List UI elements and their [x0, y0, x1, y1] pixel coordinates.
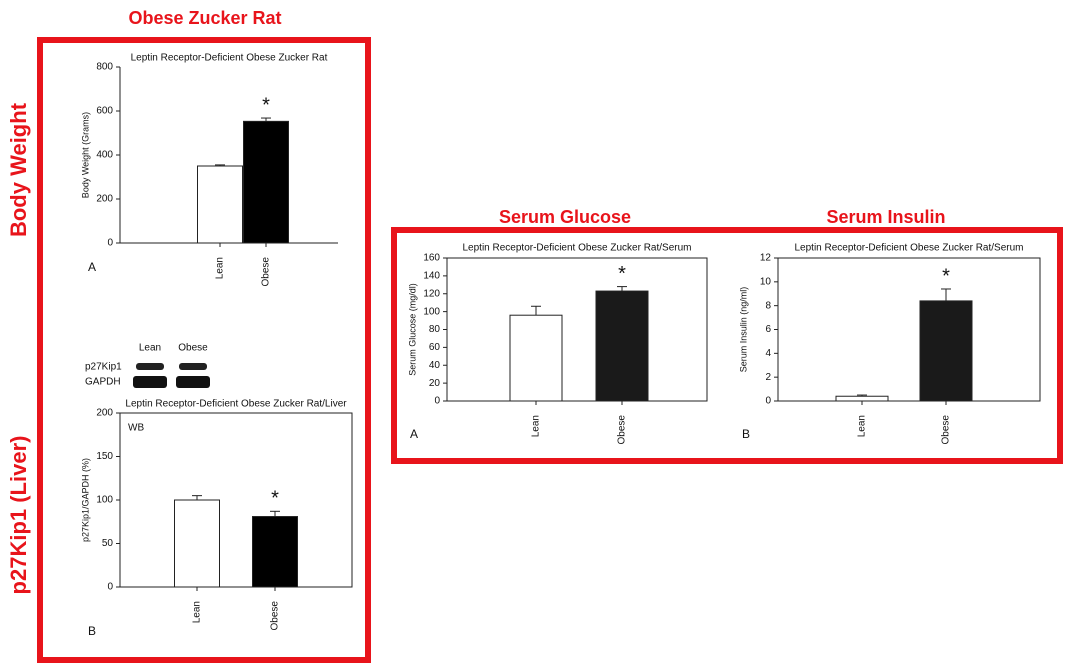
- y-axis-label: Body Weight (Grams): [80, 112, 90, 198]
- significance-mark: *: [942, 265, 950, 287]
- y-tick-label: 0: [765, 396, 771, 407]
- significance-mark: *: [262, 94, 270, 116]
- x-tick-label: Obese: [617, 415, 628, 445]
- panel-label: A: [88, 260, 96, 274]
- bar: [920, 301, 972, 401]
- y-axis-label: Serum Insulin (ng/ml): [738, 287, 748, 373]
- y-tick-label: 200: [96, 194, 113, 205]
- heading: p27Kip1 (Liver): [6, 436, 31, 595]
- y-tick-label: 8: [765, 300, 771, 311]
- y-tick-label: 100: [423, 306, 440, 317]
- x-tick-label: Obese: [270, 601, 281, 631]
- significance-mark: *: [618, 263, 626, 285]
- figure: Obese Zucker Rat Body Weight p27Kip1 (Li…: [0, 0, 1066, 663]
- y-tick-label: 800: [96, 62, 113, 73]
- x-tick-label: Obese: [261, 257, 272, 287]
- y-tick-label: 20: [429, 378, 441, 389]
- y-tick-label: 0: [107, 238, 113, 249]
- x-tick-label: Obese: [941, 415, 952, 445]
- y-tick-label: 80: [429, 324, 441, 335]
- y-tick-label: 2: [765, 372, 771, 383]
- x-tick-label: Lean: [857, 415, 868, 437]
- inset-label: WB: [128, 423, 144, 434]
- plot-frame: [778, 258, 1040, 401]
- blot-lane: Obese: [178, 343, 208, 354]
- blot-band: [136, 363, 164, 370]
- x-tick-label: Lean: [192, 601, 203, 623]
- heading: Body Weight: [6, 102, 31, 237]
- chart-title: Leptin Receptor-Deficient Obese Zucker R…: [463, 243, 692, 254]
- significance-mark: *: [271, 488, 279, 510]
- blot-band: [133, 376, 167, 388]
- y-tick-label: 4: [765, 348, 771, 359]
- y-tick-label: 600: [96, 106, 113, 117]
- y-tick-label: 50: [102, 538, 114, 549]
- heading: Serum Insulin: [826, 207, 945, 227]
- y-tick-label: 160: [423, 253, 440, 264]
- panel-label: B: [742, 427, 750, 441]
- y-tick-label: 140: [423, 271, 440, 282]
- y-axis-label: p27Kip1/GAPDH (%): [80, 458, 90, 542]
- plot-frame: [120, 413, 352, 587]
- bar: [836, 396, 888, 401]
- y-tick-label: 200: [96, 408, 113, 419]
- bar: [253, 517, 298, 587]
- western-blot: Lean Obese p27Kip1 GAPDH: [85, 343, 210, 388]
- bar: [175, 500, 220, 587]
- x-tick-label: Lean: [215, 257, 226, 279]
- bar: [244, 121, 289, 243]
- y-tick-label: 400: [96, 150, 113, 161]
- y-tick-label: 60: [429, 342, 441, 353]
- y-tick-label: 10: [760, 276, 772, 287]
- chart-title: Leptin Receptor-Deficient Obese Zucker R…: [125, 399, 347, 410]
- y-tick-label: 100: [96, 495, 113, 506]
- blot-row: p27Kip1: [85, 362, 122, 373]
- bar: [510, 315, 562, 401]
- y-tick-label: 0: [107, 582, 113, 593]
- plot-frame: [447, 258, 707, 401]
- panel-label: B: [88, 624, 96, 638]
- y-tick-label: 6: [765, 324, 771, 335]
- y-tick-label: 12: [760, 253, 772, 264]
- y-tick-label: 120: [423, 288, 440, 299]
- heading: Serum Glucose: [499, 207, 631, 227]
- chart-title: Leptin Receptor-Deficient Obese Zucker R…: [131, 53, 328, 64]
- y-tick-label: 150: [96, 451, 113, 462]
- chart-title: Leptin Receptor-Deficient Obese Zucker R…: [795, 243, 1024, 254]
- y-axis-label: Serum Glucose (mg/dl): [407, 283, 417, 376]
- blot-row: GAPDH: [85, 377, 121, 388]
- bar: [198, 166, 243, 243]
- x-tick-label: Lean: [531, 415, 542, 437]
- heading: Obese Zucker Rat: [128, 8, 281, 28]
- blot-band: [176, 376, 210, 388]
- blot-lane: Lean: [139, 343, 161, 354]
- bar: [596, 291, 648, 401]
- y-tick-label: 40: [429, 360, 441, 371]
- blot-band: [179, 363, 207, 370]
- panel-label: A: [410, 427, 418, 441]
- y-tick-label: 0: [434, 396, 440, 407]
